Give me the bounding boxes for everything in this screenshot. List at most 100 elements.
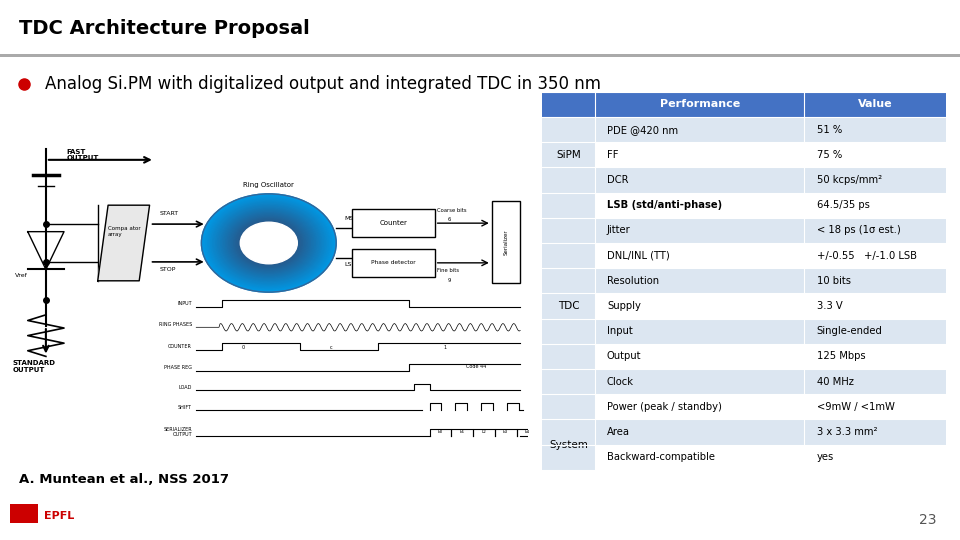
Text: Backward-compatible: Backward-compatible — [607, 452, 715, 462]
Bar — [804, 319, 946, 344]
Bar — [804, 420, 946, 444]
Text: SERIALIZER
OUTPUT: SERIALIZER OUTPUT — [163, 427, 192, 437]
Text: System: System — [549, 440, 588, 450]
Bar — [10, 504, 38, 523]
Circle shape — [204, 196, 333, 290]
Text: 50 kcps/mm²: 50 kcps/mm² — [817, 175, 881, 185]
Bar — [542, 243, 595, 268]
Bar — [542, 193, 595, 218]
Bar — [804, 293, 946, 319]
Text: Single-ended: Single-ended — [817, 326, 882, 336]
Bar — [804, 218, 946, 243]
Text: 23: 23 — [919, 512, 936, 526]
Bar — [542, 218, 595, 243]
Text: Phase detector: Phase detector — [371, 260, 416, 265]
Text: Compa ator
array: Compa ator array — [108, 226, 141, 237]
Bar — [542, 319, 595, 344]
Bar — [542, 394, 595, 420]
Text: Coarse bits: Coarse bits — [438, 208, 467, 213]
Bar — [542, 344, 595, 369]
Text: yes: yes — [817, 452, 834, 462]
Text: +/-0.55   +/-1.0 LSB: +/-0.55 +/-1.0 LSB — [817, 251, 917, 261]
Text: DNL/INL (TT): DNL/INL (TT) — [607, 251, 670, 261]
Circle shape — [208, 199, 329, 287]
Circle shape — [224, 211, 314, 275]
Bar — [804, 243, 946, 268]
Text: TDC Architecture Proposal: TDC Architecture Proposal — [19, 19, 310, 38]
Bar — [804, 142, 946, 167]
Text: STANDARD
OUTPUT: STANDARD OUTPUT — [12, 360, 55, 373]
Text: <9mW / <1mW: <9mW / <1mW — [817, 402, 895, 412]
Text: STOP: STOP — [160, 267, 177, 272]
Bar — [804, 344, 946, 369]
Text: b4: b4 — [525, 430, 530, 434]
Circle shape — [228, 214, 309, 272]
Bar — [0, 54, 960, 57]
Text: LSB: LSB — [344, 262, 355, 267]
Circle shape — [234, 218, 303, 268]
Circle shape — [237, 220, 300, 266]
Bar — [804, 369, 946, 394]
Circle shape — [213, 202, 324, 284]
Text: 3 x 3.3 mm²: 3 x 3.3 mm² — [817, 427, 877, 437]
Text: Power (peak / standby): Power (peak / standby) — [607, 402, 722, 412]
Circle shape — [226, 212, 312, 274]
Text: RING PHASES: RING PHASES — [158, 322, 192, 327]
Text: Supply: Supply — [607, 301, 640, 311]
Bar — [595, 444, 804, 470]
Text: Clock: Clock — [607, 376, 634, 387]
Circle shape — [239, 221, 299, 265]
Bar — [542, 92, 595, 117]
Bar — [804, 444, 946, 470]
Bar — [595, 117, 804, 142]
Text: 0: 0 — [241, 345, 245, 350]
Bar — [804, 92, 946, 117]
Text: Counter: Counter — [379, 220, 407, 226]
Text: Value: Value — [857, 99, 893, 110]
Text: PHASE REG: PHASE REG — [164, 365, 192, 370]
Circle shape — [211, 201, 326, 285]
Text: MSB: MSB — [344, 215, 357, 220]
Bar — [804, 268, 946, 293]
Text: 40 MHz: 40 MHz — [817, 376, 853, 387]
Bar — [492, 201, 520, 283]
Text: 64.5/35 ps: 64.5/35 ps — [817, 200, 870, 210]
Bar — [595, 167, 804, 193]
Text: 9: 9 — [447, 278, 451, 282]
Circle shape — [214, 203, 324, 283]
Bar — [804, 193, 946, 218]
Bar — [595, 268, 804, 293]
Text: Code 44: Code 44 — [466, 364, 486, 369]
Bar — [595, 394, 804, 420]
Text: FAST
OUTPUT: FAST OUTPUT — [66, 148, 99, 161]
Circle shape — [223, 209, 315, 277]
Text: EPFL: EPFL — [44, 511, 75, 521]
Bar — [595, 369, 804, 394]
Bar — [542, 117, 595, 142]
Text: Jitter: Jitter — [607, 225, 631, 235]
Circle shape — [218, 206, 320, 280]
Bar — [542, 142, 595, 167]
Text: START: START — [160, 211, 180, 215]
Bar — [542, 293, 595, 319]
Text: COUNTER: COUNTER — [168, 345, 192, 349]
Text: 10 bits: 10 bits — [817, 276, 851, 286]
Text: b1: b1 — [460, 430, 465, 434]
Circle shape — [240, 222, 298, 264]
Circle shape — [202, 194, 336, 292]
Text: SiPM: SiPM — [556, 150, 581, 160]
Circle shape — [228, 213, 310, 273]
Bar — [804, 167, 946, 193]
Text: INPUT: INPUT — [178, 301, 192, 306]
Circle shape — [235, 219, 302, 267]
Circle shape — [209, 200, 328, 286]
Text: Ring Oscillator: Ring Oscillator — [244, 182, 294, 188]
Text: PDE @420 nm: PDE @420 nm — [607, 125, 678, 134]
Bar — [804, 117, 946, 142]
Text: LOAD: LOAD — [179, 385, 192, 390]
Text: b3: b3 — [503, 430, 509, 434]
Bar — [595, 319, 804, 344]
Circle shape — [240, 222, 298, 264]
Circle shape — [206, 198, 331, 288]
Text: DCR: DCR — [607, 175, 629, 185]
